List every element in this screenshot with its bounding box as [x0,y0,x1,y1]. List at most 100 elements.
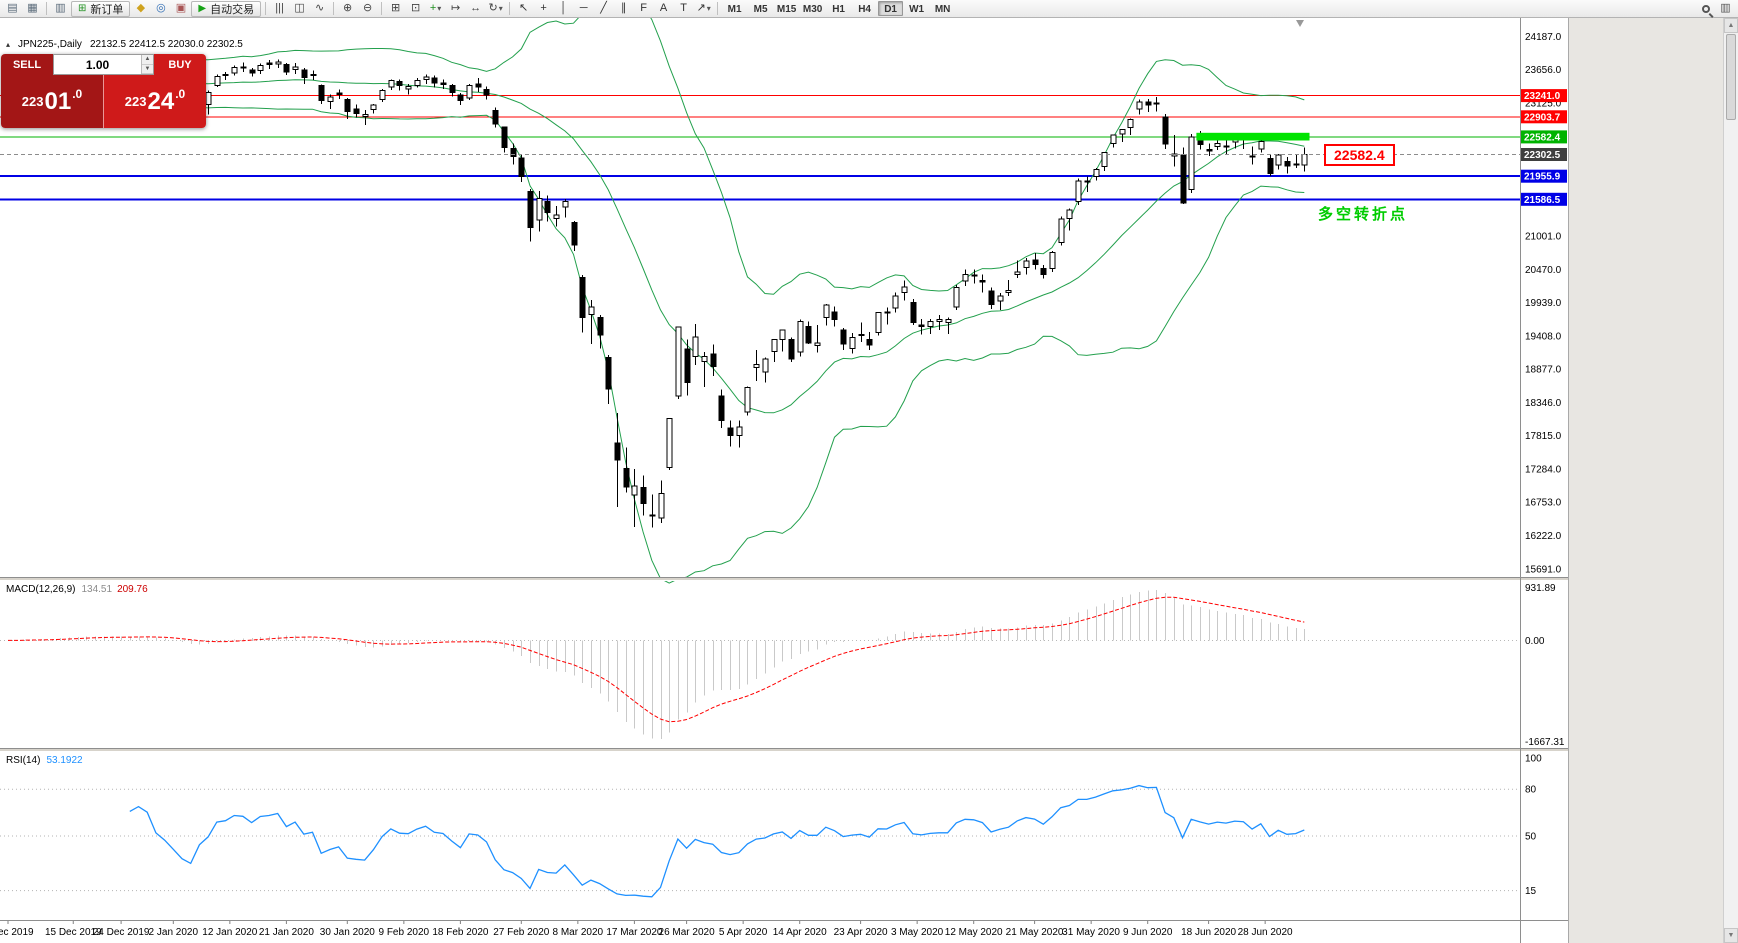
horizontal-line-icon[interactable]: ─ [574,1,593,17]
timeframe-mn[interactable]: MN [934,4,951,15]
scroll-up-icon[interactable]: ▲ [1724,18,1738,33]
svg-text:12 Jan 2020: 12 Jan 2020 [202,927,257,938]
svg-text:5 Apr 2020: 5 Apr 2020 [719,927,768,938]
price-chart-svg[interactable]: 24187.0 23656.0 23125.0 21001.0 20470.0 19939… [0,0,1568,943]
svg-text:9 Jun 2020: 9 Jun 2020 [1123,927,1173,938]
candlestick-chart-icon[interactable]: ◫ [290,1,309,17]
highlight-rectangle[interactable] [1196,132,1310,141]
horizontal-lines[interactable] [0,95,1520,201]
buy-price-big-digits: 24 [147,87,175,115]
bar-chart-icon[interactable]: ||| [270,1,289,17]
chart-canvas[interactable]: 24187.0 23656.0 23125.0 21001.0 20470.0 19939… [0,0,1568,943]
timeframe-m1[interactable]: M1 [727,4,742,15]
timeframe-m5[interactable]: M5 [753,4,768,15]
text-label-icon[interactable]: T [674,1,693,17]
cursor-icon[interactable]: ↖ [514,1,533,17]
zoom-out-icon[interactable]: ⊖ [358,1,377,17]
svg-text:19408.0: 19408.0 [1525,331,1562,342]
dropdown-caret-icon[interactable]: ▾ [706,3,711,13]
price-tag [1521,110,1567,124]
profiles-icon-glyph: ▦ [27,2,38,14]
crosshair-icon[interactable]: + [534,1,553,17]
search-icon[interactable] [1696,1,1715,17]
cascade-windows-icon[interactable]: ⊡ [406,1,425,17]
auto-trading-button-label: 自动交易 [210,3,255,16]
dropdown-caret-icon[interactable]: ▾ [498,3,503,13]
new-order-button-label: 新订单 [90,3,124,16]
svg-text:2 Jan 2020: 2 Jan 2020 [149,927,199,938]
svg-text:17284.0: 17284.0 [1525,465,1562,476]
volume-value[interactable]: 1.00 [85,57,110,72]
chart-window[interactable]: 24187.0 23656.0 23125.0 21001.0 20470.0 19939… [0,0,1568,943]
indicators-icon[interactable]: + ▾ [426,1,445,17]
zoom-in-icon[interactable]: ⊕ [338,1,357,17]
rsi-line [129,784,1305,898]
new-chart-icon[interactable]: ▤ [3,1,22,17]
fibonacci-icon[interactable]: F [634,1,653,17]
chart-shift-icon[interactable]: ↔ [466,1,485,17]
equidistant-channel-icon[interactable]: ∥ [614,1,633,17]
cascade-windows-icon-glyph: ⊡ [410,2,421,14]
sell-price-pips: .0 [72,87,83,101]
refresh-icon[interactable]: ↻ ▾ [486,1,505,17]
sell-price[interactable]: 223 01.0 [1,75,103,128]
svg-text:28 Jun 2020: 28 Jun 2020 [1238,927,1293,938]
metaeditor-icon[interactable]: ◆ [131,1,150,17]
symbol-period-label: JPN225-,Daily [18,39,82,50]
timeframe-w1[interactable]: W1 [909,4,925,15]
auto-scroll-icon[interactable]: ↦ [446,1,465,17]
panel-splitter[interactable] [0,577,1568,581]
new-chart-icon-glyph: ▤ [7,2,18,14]
volume-spinner[interactable]: 1.00 ▲ ▼ [53,54,154,75]
window-list-icon[interactable]: ▥ [1716,1,1735,17]
text-icon[interactable]: A [654,1,673,17]
main-toolbar: ▤ ▦ ▥ ⊞ 新订单 ◆ ◎ ▣ ▶ 自动交易 ||| ◫ ∿ ⊕ ⊖ ⊞ ⊡ + ▾ ↦ ↔ ↻ ▾ ↖ + │ ─ ╱ ∥ F A T ↗… [0,0,1738,18]
workspace-background [1568,18,1738,943]
timeframe-h1[interactable]: H1 [832,4,845,15]
svg-text:18 Jun 2020: 18 Jun 2020 [1181,927,1236,938]
trendline-icon[interactable]: ╱ [594,1,613,17]
timeframe-m30[interactable]: M30 [802,4,823,15]
data-window-icon[interactable]: ◎ [151,1,170,17]
profiles-icon[interactable]: ▦ [23,1,42,17]
buy-button[interactable]: BUY [154,54,206,75]
svg-text:100: 100 [1525,754,1542,765]
buy-price-pips: .0 [175,87,186,101]
dropdown-caret-icon[interactable]: ▾ [437,3,442,13]
vertical-scrollbar[interactable]: ▲ ▼ [1723,18,1738,943]
buy-price[interactable]: 223 24.0 [103,75,206,128]
auto-trading-button[interactable]: ▶ 自动交易 [191,0,262,17]
new-order-button[interactable]: ⊞ 新订单 [71,0,131,17]
svg-text:31 May 2020: 31 May 2020 [1062,927,1120,938]
timeframe-h4[interactable]: H4 [858,4,871,15]
new-order-icon: ⊞ [78,2,87,14]
scrollbar-thumb[interactable] [1726,34,1736,120]
volume-stepper[interactable]: ▲ ▼ [141,55,153,74]
timeframe-d1[interactable]: D1 [878,1,904,16]
line-chart-icon[interactable]: ∿ [310,1,329,17]
history-center-icon[interactable]: ▣ [171,1,190,17]
turning-point-note[interactable]: 多空转折点 [1318,206,1409,223]
bollinger-bands [173,0,1305,584]
one-click-trading-panel[interactable]: SELL 1.00 ▲ ▼ BUY 223 01.0 223 24.0 [1,54,206,128]
svg-text:16222.0: 16222.0 [1525,531,1562,542]
svg-text:21001.0: 21001.0 [1525,232,1562,243]
price-callout-label[interactable]: 22582.4 [1324,144,1395,166]
scroll-down-icon[interactable]: ▼ [1724,928,1738,943]
svg-text:27 Feb 2020: 27 Feb 2020 [493,927,550,938]
chart-shift-marker-icon[interactable] [1296,20,1304,27]
market-watch-icon[interactable]: ▥ [51,1,70,17]
price-axis[interactable]: 24187.0 23656.0 23125.0 21001.0 20470.0 19939… [1521,32,1567,897]
volume-increase-icon[interactable]: ▲ [142,55,153,65]
vertical-line-icon[interactable]: │ [554,1,573,17]
timeframe-m15[interactable]: M15 [776,4,797,15]
arrow-objects-icon[interactable]: ↗ ▾ [694,1,713,17]
oct-expander-icon[interactable]: ▴ [6,40,11,49]
volume-decrease-icon[interactable]: ▼ [142,64,153,74]
tile-windows-icon[interactable]: ⊞ [386,1,405,17]
cursor-icon-glyph: ↖ [518,2,529,14]
panel-splitter[interactable] [0,748,1568,752]
svg-text:24 Dec 2019: 24 Dec 2019 [93,927,150,938]
sell-button[interactable]: SELL [1,54,53,75]
